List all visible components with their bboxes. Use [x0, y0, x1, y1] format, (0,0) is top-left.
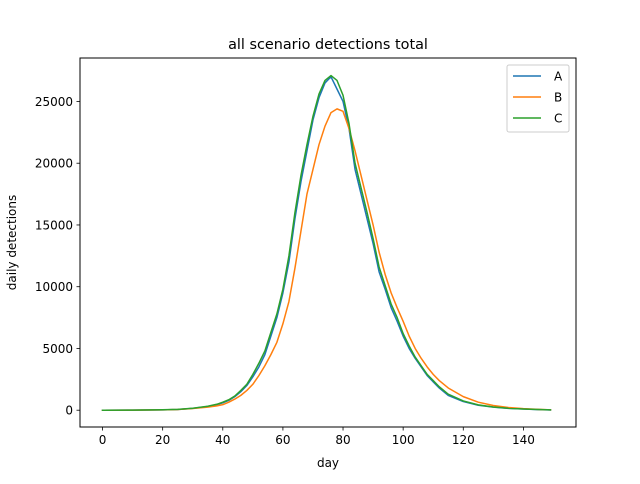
x-tick-label: 120 — [452, 433, 475, 447]
series-layer — [101, 74, 552, 411]
y-tick-label: 0 — [65, 404, 73, 418]
y-tick-label: 25000 — [35, 95, 73, 109]
x-tick-label: 140 — [512, 433, 535, 447]
x-tick-label: 100 — [392, 433, 415, 447]
y-tick-label: 10000 — [35, 280, 73, 294]
legend-label-c: C — [554, 112, 562, 126]
x-tick-label: 80 — [335, 433, 350, 447]
x-ticks: 0 20 40 60 80 100 120 140 — [99, 427, 535, 447]
x-tick-label: 60 — [275, 433, 290, 447]
legend-box — [506, 64, 570, 133]
x-tick-label: 40 — [215, 433, 230, 447]
y-tick-label: 5000 — [42, 342, 73, 356]
x-axis-label: day — [317, 456, 339, 470]
series-line-c — [101, 74, 552, 411]
x-tick-label: 0 — [99, 433, 107, 447]
chart-title: all scenario detections total — [228, 37, 428, 53]
y-tick-label: 15000 — [35, 218, 73, 232]
x-tick-label: 20 — [155, 433, 170, 447]
legend-label-a: A — [554, 70, 563, 84]
y-axis-label: daily detections — [5, 195, 19, 290]
plot-frame — [79, 57, 577, 428]
y-ticks: 0 5000 10000 15000 20000 25000 — [35, 95, 80, 418]
legend: ABC — [506, 64, 570, 133]
series-line-b — [101, 108, 552, 411]
legend-label-b: B — [554, 91, 562, 105]
y-tick-label: 20000 — [35, 157, 73, 171]
